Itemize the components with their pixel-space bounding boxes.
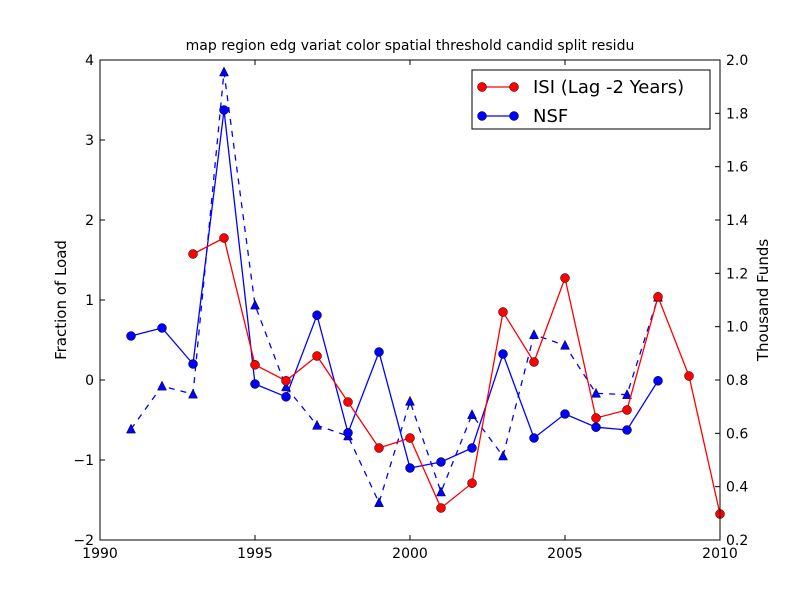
chart-title: map region edg variat color spatial thre… bbox=[186, 38, 635, 54]
data-point bbox=[498, 307, 508, 317]
x-tick-label: 1995 bbox=[237, 546, 273, 562]
series-2 bbox=[126, 66, 663, 507]
data-point bbox=[591, 387, 601, 398]
y-axis-right-label: Thousand Funds bbox=[754, 239, 772, 362]
data-point bbox=[157, 380, 167, 391]
data-point bbox=[250, 379, 260, 389]
data-point bbox=[281, 381, 291, 392]
data-point bbox=[560, 339, 570, 350]
y-right-tick-label: 1.0 bbox=[726, 320, 748, 336]
data-point bbox=[529, 357, 539, 367]
y-right-tick-label: 0.4 bbox=[726, 480, 748, 496]
x-tick-label: 1990 bbox=[82, 546, 118, 562]
data-point bbox=[219, 233, 229, 243]
x-tick-label: 2005 bbox=[547, 546, 583, 562]
data-point bbox=[467, 443, 477, 453]
legend-label: ISI (Lag -2 Years) bbox=[533, 77, 684, 98]
series-line bbox=[130, 109, 659, 469]
plot-area bbox=[126, 66, 725, 519]
y-right-tick-label: 2.0 bbox=[726, 53, 748, 69]
y-tick-label: 0 bbox=[85, 373, 94, 389]
data-point bbox=[560, 273, 570, 283]
data-point bbox=[219, 105, 229, 115]
data-point bbox=[281, 392, 291, 402]
legend-marker bbox=[509, 82, 519, 92]
y-tick-label: 4 bbox=[85, 53, 94, 69]
data-point bbox=[157, 323, 167, 333]
data-point bbox=[591, 413, 601, 423]
data-point bbox=[653, 376, 663, 386]
y-tick-label: 2 bbox=[85, 213, 94, 229]
data-point bbox=[405, 463, 415, 473]
data-point bbox=[622, 389, 632, 399]
data-point bbox=[188, 359, 198, 369]
data-point bbox=[405, 395, 415, 406]
data-point bbox=[653, 292, 663, 302]
data-point bbox=[622, 425, 632, 435]
data-point bbox=[560, 409, 570, 419]
data-point bbox=[374, 497, 384, 507]
y-tick-label: −2 bbox=[73, 533, 94, 549]
data-point bbox=[343, 397, 353, 407]
y-right-tick-label: 1.6 bbox=[726, 160, 748, 176]
x-tick-label: 2010 bbox=[702, 546, 738, 562]
data-point bbox=[436, 503, 446, 513]
y-right-tick-label: 1.8 bbox=[726, 106, 748, 122]
data-point bbox=[219, 66, 229, 77]
y-right-tick-label: 1.4 bbox=[726, 213, 748, 229]
data-point bbox=[312, 310, 322, 320]
data-point bbox=[188, 388, 198, 399]
data-point bbox=[436, 486, 446, 497]
data-point bbox=[591, 422, 601, 432]
data-point bbox=[188, 249, 198, 259]
data-point bbox=[343, 428, 353, 438]
y-right-tick-label: 0.2 bbox=[726, 533, 748, 549]
data-point bbox=[312, 351, 322, 361]
data-point bbox=[529, 433, 539, 443]
data-point bbox=[126, 331, 136, 341]
data-point bbox=[374, 347, 384, 357]
series-0 bbox=[188, 233, 725, 519]
data-point bbox=[374, 443, 384, 453]
data-point bbox=[498, 450, 508, 461]
data-point bbox=[684, 371, 694, 381]
data-point bbox=[312, 419, 322, 430]
data-point bbox=[405, 433, 415, 443]
legend-label: NSF bbox=[533, 106, 568, 127]
x-tick-label: 2000 bbox=[392, 546, 428, 562]
y-axis-label: Fraction of Load bbox=[52, 240, 70, 360]
data-point bbox=[467, 409, 477, 419]
y-right-tick-label: 1.2 bbox=[726, 266, 748, 282]
data-point bbox=[622, 405, 632, 415]
legend-marker bbox=[477, 111, 487, 121]
legend-marker bbox=[477, 82, 487, 92]
series-line bbox=[192, 237, 720, 515]
y-tick-label: 1 bbox=[85, 293, 94, 309]
data-point bbox=[529, 329, 539, 339]
data-point bbox=[250, 360, 260, 370]
data-point bbox=[281, 376, 291, 386]
y-tick-label: 3 bbox=[85, 133, 94, 149]
legend: ISI (Lag -2 Years) NSF bbox=[471, 69, 711, 130]
y-right-tick-label: 0.6 bbox=[726, 426, 748, 442]
data-point bbox=[250, 299, 260, 310]
data-point bbox=[498, 349, 508, 359]
data-point bbox=[436, 457, 446, 467]
y-right-tick-label: 0.8 bbox=[726, 373, 748, 389]
data-point bbox=[467, 478, 477, 488]
legend-marker bbox=[509, 111, 519, 121]
y-tick-label: −1 bbox=[73, 453, 94, 469]
data-point bbox=[126, 423, 136, 434]
series-1 bbox=[126, 105, 663, 473]
series-line bbox=[130, 71, 659, 505]
